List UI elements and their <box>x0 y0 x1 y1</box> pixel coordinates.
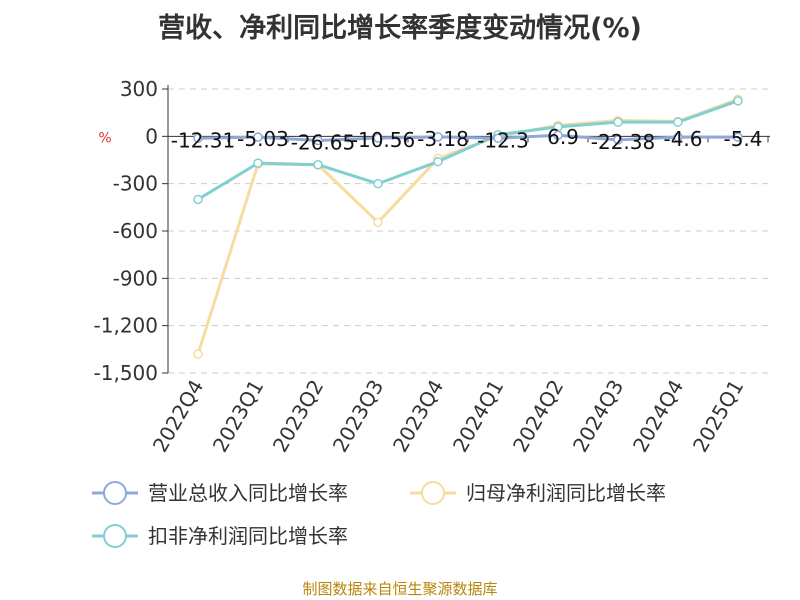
x-tick-label: 2022Q4 <box>148 376 208 457</box>
data-point <box>613 135 623 145</box>
data-point <box>193 194 203 205</box>
y-tick-label: -300 <box>113 172 158 196</box>
data-point <box>193 349 203 359</box>
data-label: -22.38 <box>591 130 655 154</box>
data-label: -10.56 <box>351 128 415 152</box>
legend-label: 扣非净利润同比增长率 <box>148 524 348 548</box>
legend-label: 营业总收入同比增长率 <box>148 481 348 505</box>
data-point <box>733 96 743 106</box>
y-tick-label: -1,500 <box>94 361 158 385</box>
data-point <box>253 132 263 142</box>
data-label: -4.6 <box>663 127 702 151</box>
legend-marker <box>421 481 445 505</box>
series-line <box>197 99 739 201</box>
data-point <box>373 217 383 228</box>
data-label: 6.9 <box>547 125 579 149</box>
data-point <box>553 130 563 140</box>
x-tick-label: 2023Q3 <box>328 376 388 457</box>
data-point <box>373 178 383 189</box>
data-point <box>253 158 263 168</box>
data-point <box>313 159 323 170</box>
data-label: -3.18 <box>417 127 469 151</box>
x-tick-label: 2023Q1 <box>208 376 268 457</box>
data-point <box>313 135 323 146</box>
legend-marker <box>103 481 127 505</box>
series-line <box>197 133 739 143</box>
data-point <box>433 132 443 142</box>
data-point <box>733 132 743 142</box>
x-tick-label: 2024Q2 <box>508 376 568 457</box>
legend-marker <box>103 524 127 548</box>
data-point <box>433 156 443 167</box>
y-tick-label: -1,200 <box>94 314 158 338</box>
data-label: -12.31 <box>171 128 235 152</box>
data-label: -26.65 <box>291 131 355 155</box>
y-unit-label: % <box>98 130 111 146</box>
data-point <box>673 132 683 142</box>
legend-label: 归母净利润同比增长率 <box>466 481 666 505</box>
data-point <box>193 133 203 144</box>
source-note: 制图数据来自恒生聚源数据库 <box>302 580 498 598</box>
data-label: -5.03 <box>237 127 289 151</box>
data-point <box>493 133 503 144</box>
y-tick-label: 300 <box>120 77 158 101</box>
x-tick-label: 2025Q1 <box>688 376 748 457</box>
x-tick-label: 2024Q3 <box>568 376 628 457</box>
x-tick-label: 2023Q2 <box>268 376 328 457</box>
data-point <box>613 117 623 127</box>
y-tick-label: 0 <box>145 124 158 148</box>
y-tick-label: -600 <box>113 219 158 243</box>
data-point <box>673 117 683 127</box>
data-label: -12.3 <box>477 128 529 152</box>
x-tick-label: 2024Q1 <box>448 376 508 457</box>
data-label: -5.4 <box>723 127 762 151</box>
y-tick-label: -900 <box>113 266 158 290</box>
data-point <box>373 133 383 143</box>
chart-title: 营收、净利同比增长率季度变动情况(%) <box>158 13 642 44</box>
x-tick-label: 2024Q4 <box>628 376 688 457</box>
x-tick-label: 2023Q4 <box>388 376 448 457</box>
